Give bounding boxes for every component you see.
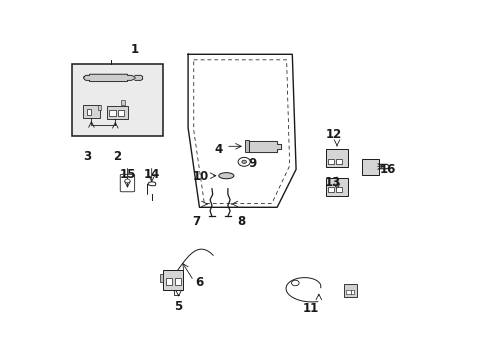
Text: 9: 9 [247, 157, 256, 170]
Bar [327, 158, 333, 164]
Bar [244, 140, 249, 152]
Text: 13: 13 [325, 176, 341, 189]
Text: 16: 16 [379, 163, 395, 176]
Bar [325, 149, 347, 167]
Text: 14: 14 [143, 168, 160, 181]
Polygon shape [147, 182, 156, 194]
Bar [175, 278, 181, 285]
Polygon shape [135, 75, 142, 80]
Text: 8: 8 [237, 216, 245, 229]
Text: 3: 3 [82, 150, 91, 163]
Bar [346, 290, 350, 294]
Bar [325, 177, 347, 195]
Polygon shape [84, 74, 135, 81]
FancyBboxPatch shape [120, 174, 134, 192]
Text: 10: 10 [192, 170, 208, 183]
Text: 5: 5 [174, 300, 183, 312]
Text: 12: 12 [325, 128, 342, 141]
Bar [159, 274, 163, 282]
Bar [83, 105, 100, 118]
Bar [106, 105, 127, 119]
Circle shape [291, 280, 299, 286]
Bar [109, 110, 116, 116]
Bar [362, 159, 378, 175]
Bar [87, 109, 90, 115]
Bar [98, 105, 101, 110]
Bar [327, 187, 333, 192]
Bar [336, 158, 342, 164]
Bar [336, 187, 342, 192]
Bar [163, 270, 183, 290]
Bar [117, 110, 124, 116]
Text: 15: 15 [119, 168, 135, 181]
Bar [165, 278, 171, 285]
Text: 2: 2 [113, 150, 121, 163]
Circle shape [238, 157, 250, 166]
Text: 11: 11 [303, 302, 319, 315]
Text: 4: 4 [214, 143, 222, 156]
Text: 6: 6 [195, 276, 203, 289]
Ellipse shape [218, 173, 233, 179]
Polygon shape [248, 141, 280, 152]
FancyBboxPatch shape [72, 64, 163, 136]
Circle shape [124, 179, 130, 183]
Bar [121, 100, 124, 105]
Bar [351, 290, 354, 294]
Circle shape [242, 160, 246, 163]
Text: 1: 1 [131, 43, 139, 56]
Bar [343, 284, 356, 297]
Text: 7: 7 [192, 216, 200, 229]
